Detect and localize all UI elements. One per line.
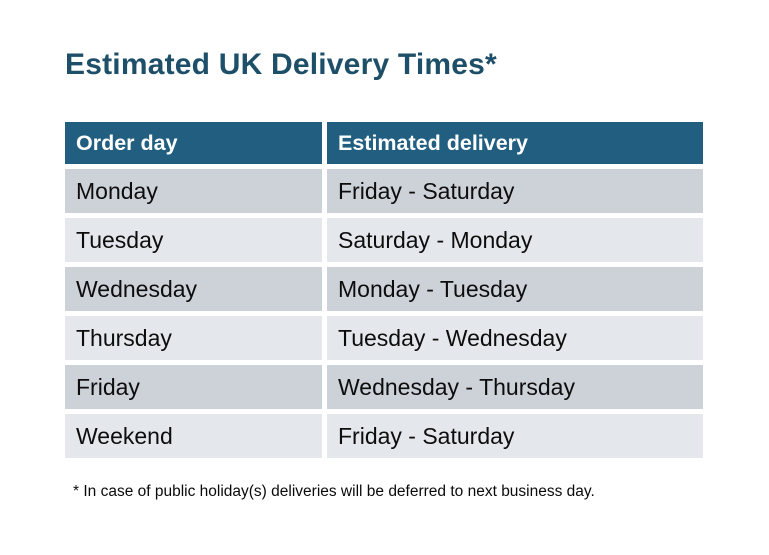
delivery-cell: Saturday - Monday	[327, 218, 703, 262]
delivery-cell: Friday - Saturday	[327, 169, 703, 213]
delivery-cell: Monday - Tuesday	[327, 267, 703, 311]
order-day-cell: Friday	[65, 365, 322, 409]
column-header-estimated-delivery: Estimated delivery	[327, 122, 703, 164]
order-day-cell: Monday	[65, 169, 322, 213]
delivery-cell: Wednesday - Thursday	[327, 365, 703, 409]
order-day-cell: Thursday	[65, 316, 322, 360]
delivery-times-table: Order day Estimated delivery Monday Frid…	[65, 122, 703, 458]
column-header-order-day: Order day	[65, 122, 322, 164]
delivery-cell: Tuesday - Wednesday	[327, 316, 703, 360]
order-day-cell: Tuesday	[65, 218, 322, 262]
delivery-cell: Friday - Saturday	[327, 414, 703, 458]
public-holiday-footnote: * In case of public holiday(s) deliverie…	[73, 483, 595, 500]
order-day-cell: Wednesday	[65, 267, 322, 311]
page-title: Estimated UK Delivery Times*	[65, 48, 497, 81]
order-day-cell: Weekend	[65, 414, 322, 458]
